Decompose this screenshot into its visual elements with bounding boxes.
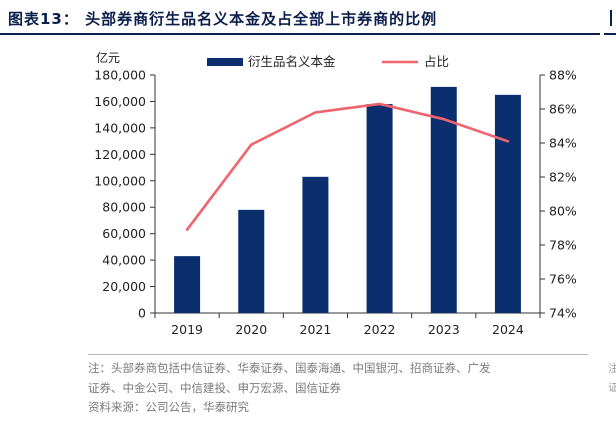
- bar-line-chart: 亿元 0 20,000 40,000 60,000 80,000 100,000 120,00…: [94, 50, 577, 337]
- x-tick-label: 2020: [235, 322, 267, 337]
- y-tick-label: 40,000: [102, 253, 146, 268]
- y2-tick-label: 78%: [549, 238, 577, 253]
- bar-2021: [302, 176, 329, 313]
- y-tick-label: 160,000: [94, 94, 146, 109]
- y2-tick-label: 76%: [549, 272, 577, 287]
- title-rule: [0, 33, 600, 35]
- y-tick-label: 140,000: [94, 120, 146, 135]
- y-tick-label: 100,000: [94, 173, 146, 188]
- y-tick-label: 60,000: [102, 226, 146, 241]
- bar-2023: [430, 86, 457, 314]
- x-tick-label: 2021: [300, 322, 332, 337]
- adjacent-panel-rule: [604, 33, 616, 35]
- y2-tick-label: 74%: [549, 306, 577, 321]
- bar-2020: [238, 209, 265, 313]
- y2-tick-label: 88%: [549, 68, 577, 83]
- notes-divider: [88, 354, 588, 355]
- y-tick-label: 180,000: [94, 68, 146, 83]
- bar-2022: [366, 104, 393, 313]
- x-tick-label: 2023: [428, 322, 460, 337]
- chart-layer: 亿元 0 20,000 40,000 60,000 80,000 100,000 120,00…: [94, 50, 577, 337]
- legend-label-line: 占比: [424, 54, 449, 69]
- adjacent-panel-ghost-text: 注证: [608, 364, 616, 394]
- note-line-1: 注：头部券商包括中信证券、华泰证券、国泰海通、中国银河、招商证券、广发: [88, 361, 491, 375]
- y2-tick-label: 84%: [549, 136, 577, 151]
- bar-2024: [494, 94, 521, 313]
- x-tick-label: 2019: [171, 322, 203, 337]
- y-tick-label: 0: [138, 306, 146, 321]
- note-line-2: 证券、中金公司、中信建投、申万宏源、国信证券: [88, 380, 341, 395]
- y2-tick-label: 80%: [549, 204, 577, 219]
- figure-title: 图表13： 头部券商衍生品名义本金及占全部上市券商的比例: [8, 10, 438, 28]
- y-tick-label: 80,000: [102, 200, 146, 215]
- note-line-3: 资料来源：公司公告，华泰研究: [88, 400, 249, 414]
- legend-swatch-bars: [207, 58, 243, 66]
- y-axis-unit-label: 亿元: [96, 50, 120, 65]
- adjacent-panel-mark: [610, 10, 612, 26]
- bar-2019: [174, 256, 201, 313]
- figure-notes: 注：头部券商包括中信证券、华泰证券、国泰海通、中国银河、招商证券、广发 证券、中…: [88, 359, 588, 418]
- legend-label-bars: 衍生品名义本金: [248, 54, 336, 69]
- ratio-line: [185, 102, 510, 231]
- y-tick-label: 20,000: [102, 279, 146, 294]
- x-tick-label: 2024: [492, 322, 524, 337]
- x-tick-label: 2022: [364, 322, 396, 337]
- y2-tick-label: 86%: [549, 102, 577, 117]
- y2-tick-label: 82%: [549, 170, 577, 185]
- y-tick-label: 120,000: [94, 147, 146, 162]
